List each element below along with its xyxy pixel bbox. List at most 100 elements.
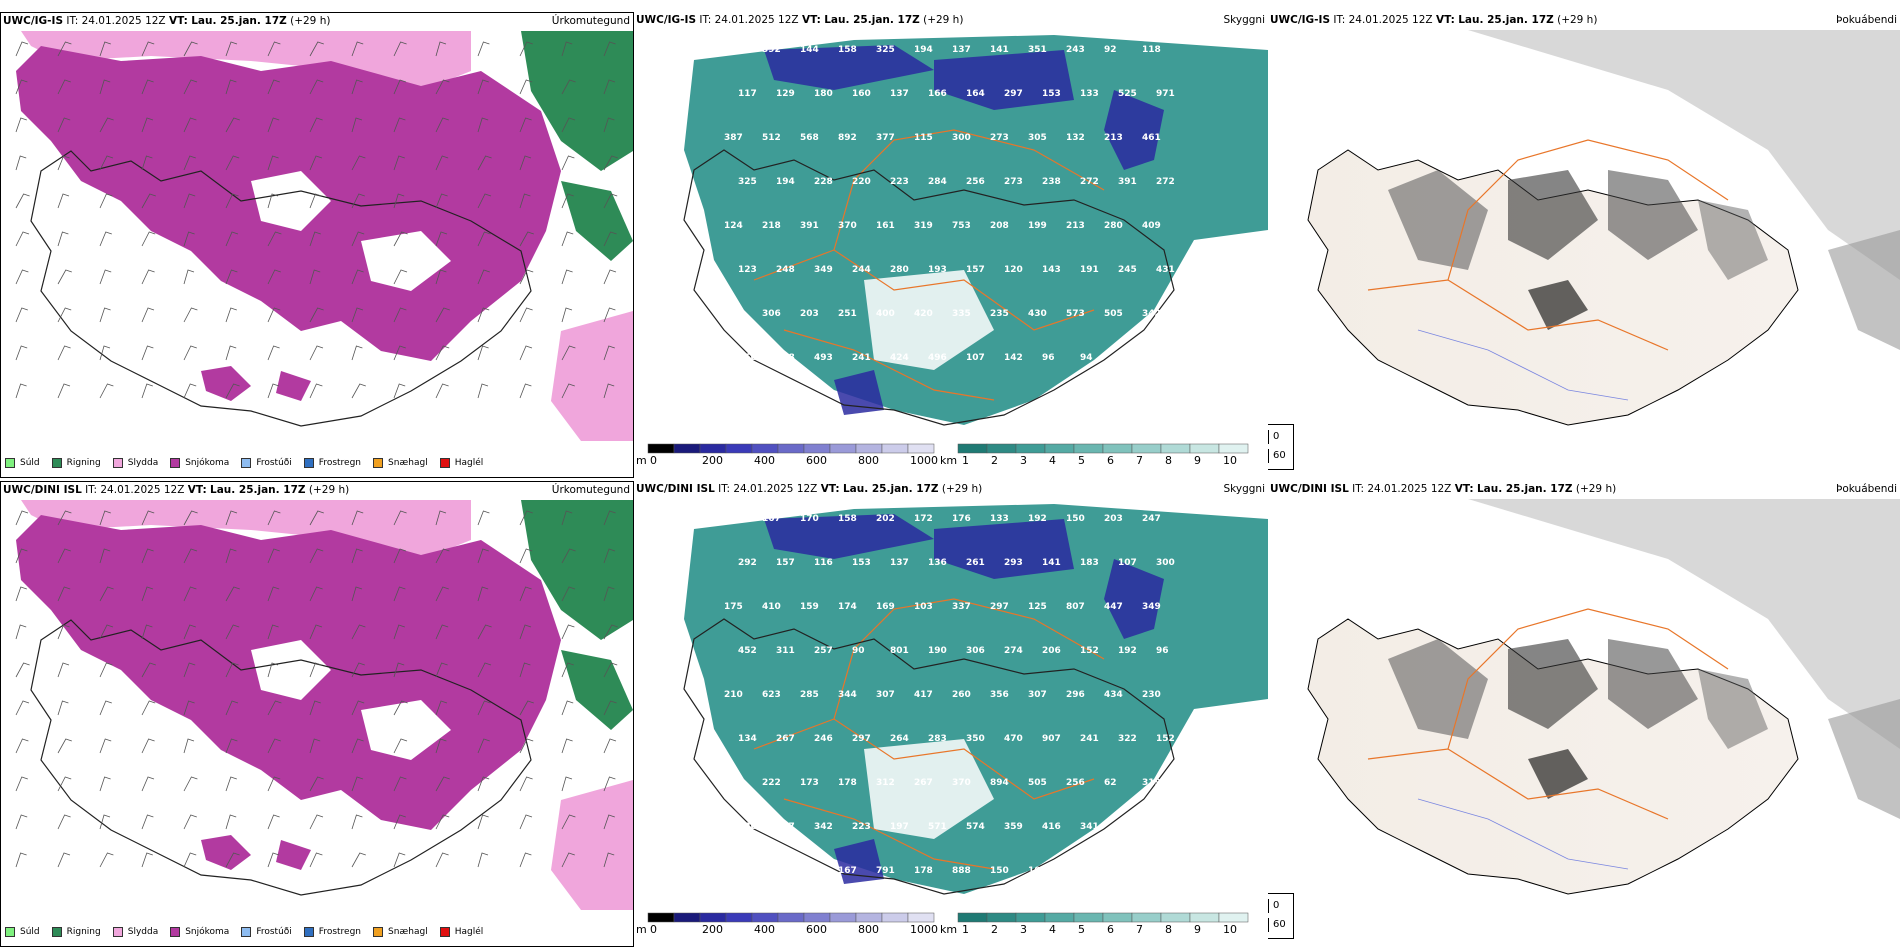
- wind-barb: [183, 117, 197, 133]
- cloud-base-height: 223: [852, 822, 871, 832]
- wind-barb: [477, 307, 490, 323]
- wind-barb: [351, 79, 363, 95]
- cloud-base-height: 410: [762, 602, 781, 612]
- wind-barb: [603, 345, 615, 361]
- wind-barb: [393, 776, 407, 792]
- visibility-scale-bin: [1218, 443, 1249, 454]
- wind-barb: [57, 662, 70, 678]
- wind-barb: [141, 383, 153, 399]
- wind-barb: [477, 41, 490, 57]
- visibility-tick: 7: [1136, 923, 1143, 936]
- wind-barb: [309, 41, 324, 57]
- wind-barb: [99, 383, 114, 399]
- visibility-tick: 2: [991, 454, 998, 467]
- precip-map: [1, 31, 633, 441]
- legend-swatch: [112, 927, 123, 937]
- cloud-base-height: 801: [890, 646, 909, 656]
- cloud-base-height: 416: [1042, 822, 1061, 832]
- cloud-base-height: 807: [1066, 602, 1085, 612]
- cloud-base-height: 115: [914, 133, 933, 143]
- cloud-base-height: 447: [1104, 602, 1123, 612]
- wind-barb: [183, 510, 198, 526]
- wind-barb: [519, 79, 533, 95]
- cloud-base-height: 197: [890, 822, 909, 832]
- wind-barb: [393, 155, 405, 171]
- legend-swatch: [5, 458, 15, 468]
- height-tick: 0: [650, 454, 657, 467]
- wind-barb: [351, 548, 363, 564]
- cloud-base-height: 280: [1104, 221, 1123, 231]
- cloud-base-height: 191: [1080, 265, 1099, 275]
- wind-barb: [141, 738, 155, 754]
- legend-item: Snjókoma: [170, 927, 229, 937]
- cloudbase-visibility-panel: UWC/IG-IS IT: 24.01.2025 12Z VT: Lau. 25…: [634, 12, 1268, 478]
- wind-barb: [309, 586, 323, 602]
- cloud-base-height: 152: [1156, 734, 1175, 744]
- cloud-base-height: 649: [1156, 822, 1175, 832]
- panel-title: Skyggni: [1223, 14, 1266, 26]
- cloud-base-height: 90: [852, 646, 865, 656]
- cloud-base-height: 247: [1142, 514, 1161, 524]
- wind-barb: [141, 41, 155, 57]
- cloud-base-height: 894: [990, 778, 1009, 788]
- visibility-scale-bin: [1044, 443, 1075, 454]
- visibility-scale: km 1 2 3 4 5 6 7 8 9 10: [940, 442, 1260, 470]
- visibility-tick: 8: [1165, 454, 1172, 467]
- cloud-base-height: 192: [1028, 514, 1047, 524]
- cloud-base-height: 192: [1118, 646, 1137, 656]
- legend-swatch: [439, 458, 450, 468]
- wind-barb: [393, 231, 408, 247]
- cloud-base-height: 170: [800, 514, 819, 524]
- wind-barb: [393, 345, 406, 361]
- height-scale: m 0 200 400 600 800 1000: [636, 442, 938, 470]
- wind-barb: [477, 738, 490, 754]
- cloud-base-height: 326: [738, 822, 757, 832]
- cloud-base-height: 284: [928, 177, 947, 187]
- height-scale-bin: [751, 912, 779, 923]
- cloud-base-height: 505: [1028, 778, 1047, 788]
- wind-barb: [141, 307, 155, 323]
- fog-legend-min: 0: [1273, 900, 1280, 911]
- wind-barb: [393, 41, 407, 57]
- cloud-base-height: 172: [914, 514, 933, 524]
- legend-label: Frostúði: [256, 458, 292, 468]
- visibility-tick: 2: [991, 923, 998, 936]
- visibility-scale-bin: [1160, 443, 1191, 454]
- wind-barb: [225, 624, 240, 640]
- cloud-base-height: 971: [1156, 89, 1175, 99]
- legend-label: Snjókoma: [185, 927, 230, 937]
- cloud-base-height: 214: [724, 514, 743, 524]
- wind-barb: [267, 117, 280, 133]
- cloud-base-height: 118: [1142, 45, 1161, 55]
- wind-barb: [603, 193, 618, 209]
- legend-label: Slydda: [127, 458, 159, 468]
- cloud-base-height: 892: [838, 133, 857, 143]
- height-scale-bin: [907, 912, 935, 923]
- cloud-base-height: 141: [1042, 558, 1061, 568]
- cloud-base-height: 96: [1156, 646, 1169, 656]
- cloud-base-height: 406: [800, 866, 819, 876]
- visibility-scale-bin: [1102, 443, 1133, 454]
- wind-barb: [519, 345, 533, 361]
- cloud-base-height: 256: [966, 177, 985, 187]
- fog-legend-min: 0: [1273, 431, 1280, 442]
- visibility-scale-bin: [1160, 912, 1191, 923]
- visibility-tick: 6: [1107, 923, 1114, 936]
- panel-title: Þokuábendi: [1836, 483, 1897, 495]
- legend-swatch: [373, 458, 384, 468]
- height-scale-bin: [777, 443, 805, 454]
- legend-item: Frostúði: [241, 458, 292, 468]
- wind-barb: [603, 117, 615, 133]
- wind-barb: [561, 738, 573, 754]
- wind-barb: [561, 814, 576, 830]
- wind-barb: [57, 269, 72, 285]
- wind-barb: [183, 383, 197, 399]
- cloud-base-height: 293: [1004, 558, 1023, 568]
- wind-barb: [15, 852, 27, 868]
- wind-barb: [519, 117, 532, 133]
- wind-barb: [351, 586, 363, 602]
- legend-swatch: [51, 927, 62, 937]
- cloud-base-height: 420: [914, 309, 933, 319]
- wind-barb: [141, 117, 154, 133]
- wind-barb: [519, 269, 534, 285]
